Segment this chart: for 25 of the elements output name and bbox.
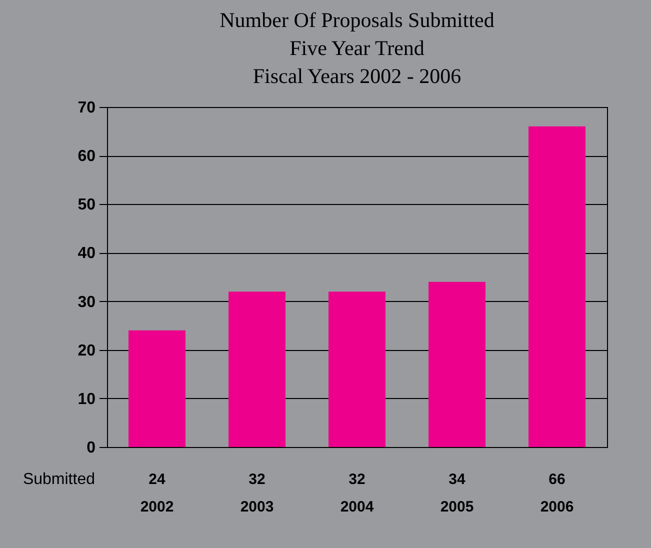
- data-label: 32: [348, 471, 366, 488]
- text: Submitted: [22, 471, 95, 488]
- y-tick-label: 0: [86, 440, 96, 456]
- chart-title: Number Of Proposals Submitted Five Year Trend Fiscal Years 2002 - 2006: [220, 8, 495, 88]
- y-tick-label: 40: [78, 245, 96, 262]
- y-tick-label: 70: [78, 100, 96, 116]
- bar: [228, 292, 286, 447]
- bar: [128, 330, 186, 447]
- x-tick-label: 2002: [140, 498, 174, 516]
- y-tick-label: 60: [78, 148, 96, 166]
- bar: [528, 126, 586, 447]
- y-tick-label: 20: [78, 342, 96, 360]
- data-label: 32: [248, 471, 266, 488]
- y-tick-label: 10: [78, 390, 96, 408]
- x-tick-label: 2005: [440, 498, 474, 516]
- x-tick-label: 2004: [340, 498, 374, 516]
- data-label: 66: [548, 471, 566, 488]
- x-tick-label: 2006: [540, 498, 574, 516]
- y-tick-label: 50: [78, 196, 96, 214]
- data-label: 24: [148, 471, 166, 488]
- data-label: 34: [448, 471, 466, 488]
- bar: [328, 292, 386, 447]
- y-tick-label: 30: [78, 294, 96, 311]
- x-tick-label: 2003: [240, 498, 274, 516]
- bar: [428, 282, 486, 447]
